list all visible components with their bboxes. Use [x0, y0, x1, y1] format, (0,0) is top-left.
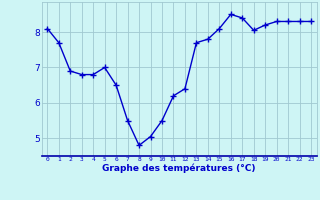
X-axis label: Graphe des températures (°C): Graphe des températures (°C) — [102, 164, 256, 173]
